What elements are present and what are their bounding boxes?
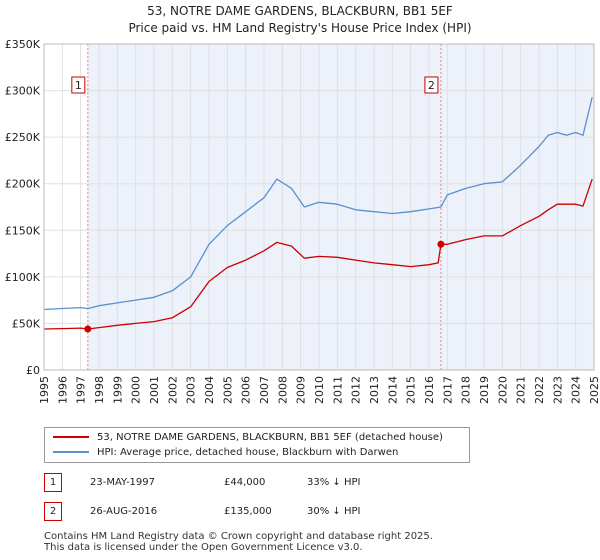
transaction-hpi-diff: 33% ↓ HPI: [307, 477, 361, 488]
footer-line2: This data is licensed under the Open Gov…: [44, 542, 363, 553]
transaction-badge: 1: [44, 473, 62, 492]
x-tick-label: 2002: [166, 376, 179, 404]
x-tick-label: 2006: [240, 376, 253, 404]
x-tick-label: 2000: [130, 376, 143, 404]
x-tick-label: 2018: [460, 376, 473, 404]
footer-line1: Contains HM Land Registry data © Crown c…: [44, 531, 433, 542]
series-line: [43, 96, 593, 311]
y-tick-label: £100K: [5, 271, 41, 284]
x-tick-label: 2022: [533, 376, 546, 404]
series-line: [43, 178, 593, 330]
sale-point: [437, 240, 445, 248]
legend-swatch-hpi: [53, 451, 89, 453]
chart-title: 53, NOTRE DAME GARDENS, BLACKBURN, BB1 5…: [0, 3, 600, 37]
x-tick-label: 2001: [148, 376, 161, 404]
x-tick-label: 2023: [551, 376, 564, 404]
footer: Contains HM Land Registry data © Crown c…: [44, 531, 584, 553]
transaction-row: 2 26-AUG-2016 £135,000 30% ↓ HPI: [44, 502, 444, 522]
transaction-price: £135,000: [224, 506, 272, 517]
y-tick-label: £250K: [5, 131, 41, 144]
y-tick-label: £50K: [12, 317, 41, 330]
x-tick-label: 2025: [588, 376, 600, 404]
x-tick-label: 2017: [441, 376, 454, 404]
legend: 53, NOTRE DAME GARDENS, BLACKBURN, BB1 5…: [44, 427, 470, 463]
x-tick-label: 1999: [111, 376, 124, 404]
x-tick-label: 2021: [515, 376, 528, 404]
x-tick-label: 2016: [423, 376, 436, 404]
x-tick-label: 2008: [276, 376, 289, 404]
x-tick-label: 1995: [38, 376, 51, 404]
x-tick-label: 2004: [203, 376, 216, 404]
x-tick-label: 2010: [313, 376, 326, 404]
x-tick-label: 2012: [350, 376, 363, 404]
x-tick-label: 2003: [185, 376, 198, 404]
price-chart: £0 £50K £100K £150K £200K £250K £300K £350K 1995…: [5, 38, 600, 404]
transaction-date: 23-MAY-1997: [90, 477, 156, 488]
y-tick-label: £0: [26, 364, 40, 377]
sale-period-band: [440, 44, 594, 370]
x-tick-label: 2013: [368, 376, 381, 404]
legend-item-hpi: HPI: Average price, detached house, Blac…: [53, 445, 398, 460]
x-tick-label: 2014: [386, 376, 399, 404]
x-tick-label: 2007: [258, 376, 271, 404]
transaction-date: 26-AUG-2016: [90, 506, 158, 517]
transaction-price: £44,000: [224, 477, 266, 488]
x-tick-label: 2020: [496, 376, 509, 404]
x-tick-label: 1998: [93, 376, 106, 404]
chart-title-line2: Price paid vs. HM Land Registry's House …: [128, 21, 472, 35]
transaction-hpi-diff: 30% ↓ HPI: [307, 506, 361, 517]
x-tick-label: 2005: [221, 376, 234, 404]
chart-title-line1: 53, NOTRE DAME GARDENS, BLACKBURN, BB1 5…: [147, 4, 453, 18]
transaction-row: 1 23-MAY-1997 £44,000 33% ↓ HPI: [44, 473, 444, 493]
sale-point: [84, 325, 92, 333]
legend-item-property: 53, NOTRE DAME GARDENS, BLACKBURN, BB1 5…: [53, 430, 443, 445]
y-tick-label: £350K: [5, 38, 41, 51]
sale-label-box: [71, 76, 86, 94]
legend-label-property: 53, NOTRE DAME GARDENS, BLACKBURN, BB1 5…: [97, 432, 443, 443]
sale-label: 1: [75, 79, 82, 92]
x-tick-label: 1996: [56, 376, 69, 404]
y-tick-label: £300K: [5, 85, 41, 98]
sale-label-box: [424, 76, 439, 94]
x-tick-label: 2009: [295, 376, 308, 404]
transaction-badge: 2: [44, 502, 62, 521]
x-tick-label: 1997: [75, 376, 88, 404]
x-tick-label: 2019: [478, 376, 491, 404]
y-tick-label: £200K: [5, 178, 41, 191]
x-tick-label: 2011: [331, 376, 344, 404]
legend-label-hpi: HPI: Average price, detached house, Blac…: [97, 447, 399, 458]
y-tick-label: £150K: [5, 224, 41, 237]
legend-swatch-property: [53, 436, 89, 438]
x-tick-label: 2015: [405, 376, 418, 404]
sale-label: 2: [428, 79, 435, 92]
plot-border: [43, 43, 595, 371]
forecast-band: [592, 44, 594, 370]
x-tick-label: 2024: [570, 376, 583, 404]
